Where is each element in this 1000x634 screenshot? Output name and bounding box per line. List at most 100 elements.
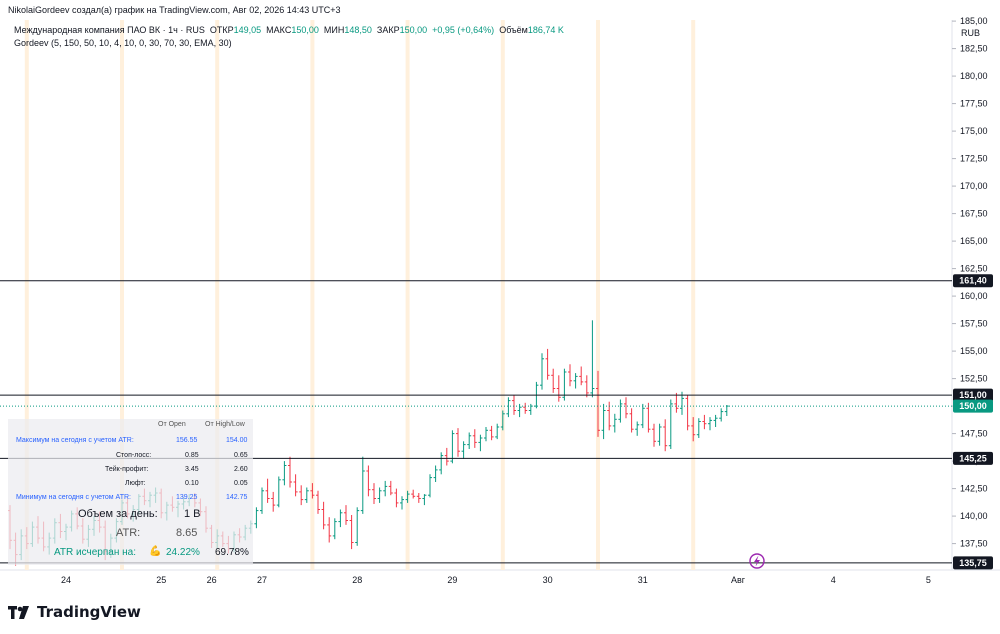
row-stop-hilo: 0.65 (234, 452, 248, 459)
ohlc-bar (573, 373, 578, 389)
ohlc-bar (646, 402, 651, 433)
session-highlight (691, 20, 696, 570)
session-highlight (405, 20, 410, 570)
time-tick-label: 24 (61, 575, 71, 585)
ohlc-bar (360, 456, 365, 514)
last-price-label: 150,00 (959, 401, 987, 411)
open-value: 149,05 (233, 25, 262, 35)
level-price-label: 135,75 (959, 558, 987, 568)
ohlc-bar (523, 402, 528, 414)
ohlc-bar (652, 423, 656, 447)
ohlc-bar (327, 517, 332, 543)
ohlc-bar (254, 507, 259, 529)
time-tick-label: 28 (352, 575, 362, 585)
close-value: 150,00 (399, 25, 428, 35)
ohlc-bar (657, 423, 662, 446)
col-hilo-header: От High/Low (205, 421, 245, 428)
grid (0, 20, 1000, 571)
row-stop-open: 0.85 (185, 452, 199, 459)
ohlc-bar (484, 427, 488, 442)
ohlc-bar (724, 405, 729, 416)
ohlc-bar (299, 485, 304, 506)
ohlc-bar (680, 391, 684, 415)
ohlc-bar (355, 507, 360, 546)
row-min-label: Минимум на сегодня с учетом ATR: (16, 494, 131, 501)
session-highlight (120, 20, 124, 570)
high-label: МАКС (266, 25, 292, 35)
time-tick-label: 5 (926, 575, 931, 585)
ohlc-bar (439, 452, 444, 475)
row-max-label: Максимум на сегодня с учетом ATR: (16, 437, 134, 444)
ohlc-bar (456, 428, 460, 457)
creator-line: NikolaiGordeev создал(а) график на Tradi… (8, 5, 341, 15)
ohlc-bar (562, 368, 567, 401)
ohlc-bar (422, 494, 427, 506)
ohlc-bar (691, 417, 696, 442)
atr-used-value: 24.22% (166, 547, 200, 558)
level-price-tag (953, 556, 993, 570)
ohlc-bar (500, 410, 505, 431)
price-tick-label: 155,00 (960, 346, 988, 356)
ohlc-bar (489, 425, 494, 441)
ohlc-bar (260, 487, 264, 514)
ohlc-bar (495, 423, 500, 440)
indicator-line[interactable]: Gordeev (5, 150, 50, 10, 4, 10, 0, 30, 7… (14, 38, 232, 48)
ohlc-bar (696, 418, 701, 438)
time-tick-label: Авг (731, 575, 746, 585)
row-max-hilo: 154.00 (226, 437, 248, 444)
session-highlight (215, 20, 220, 570)
atr-value: 8.65 (176, 527, 198, 539)
volume-value: 186,74 K (527, 25, 564, 35)
tradingview-logo[interactable]: TradingView (8, 603, 141, 621)
ohlc-bar (590, 320, 595, 398)
atr-label: ATR: (116, 527, 141, 539)
row-max-open: 156.55 (176, 437, 198, 444)
last-price-tag (953, 399, 993, 413)
row-min-hilo: 142.75 (226, 494, 248, 501)
ohlc-bar (545, 348, 550, 380)
session-highlights (24, 20, 696, 570)
ohlc-bar (640, 403, 645, 429)
volume-label: Объём (499, 25, 528, 35)
level-price-label: 161,40 (959, 276, 987, 286)
ohlc-bar (506, 397, 511, 418)
high-value: 150,00 (291, 25, 319, 35)
row-min-open: 139.25 (176, 494, 198, 501)
symbol-name[interactable]: Международная компания ПАО ВК · 1ч · RUS (14, 25, 205, 35)
ohlc-bar (540, 353, 544, 390)
atr-used-value-2: 69.78% (215, 547, 249, 558)
ohlc-bar (383, 480, 388, 497)
ohlc-bar (685, 395, 690, 431)
info-panel: От Open От High/Low Максимум на сегодня … (8, 419, 253, 565)
time-axis[interactable]: 24 25 26 27 28 29 30 31 Авг 4 5 (61, 575, 931, 585)
row-slack-hilo: 0.05 (234, 480, 248, 487)
price-tick-label: 175,00 (960, 126, 988, 136)
ohlc-bar (719, 408, 724, 422)
ohlc-bar (282, 461, 287, 486)
ohlc-bar (332, 518, 337, 540)
ohlc-bar (293, 474, 298, 497)
price-tick-label: 185,00 (960, 16, 988, 26)
price-tick-label: 157,50 (960, 319, 988, 329)
ohlc-bar (478, 434, 483, 452)
ohlc-bar (394, 488, 399, 508)
time-tick-label: 25 (156, 575, 166, 585)
ohlc-bar (668, 399, 673, 449)
ohlc-bar (321, 501, 326, 530)
ohlc-bar (416, 493, 421, 503)
lightning-icon[interactable] (749, 553, 765, 569)
ohlc-bar (702, 414, 707, 430)
ohlc-bar (388, 480, 393, 496)
low-label: МИН (323, 25, 345, 35)
ohlc-bar (584, 375, 589, 398)
ohlc-bar (472, 429, 477, 448)
row-take-label: Тейк-профит: (105, 466, 149, 473)
tradingview-logo-icon (8, 605, 32, 619)
day-volume-label: Объем за день: (78, 508, 158, 520)
price-tick-label: 162,50 (960, 264, 988, 274)
ohlc-bar (635, 421, 640, 436)
ohlc-bar (433, 465, 438, 482)
price-tick-label: 147,50 (960, 429, 988, 439)
currency-label[interactable]: RUB (961, 28, 981, 38)
